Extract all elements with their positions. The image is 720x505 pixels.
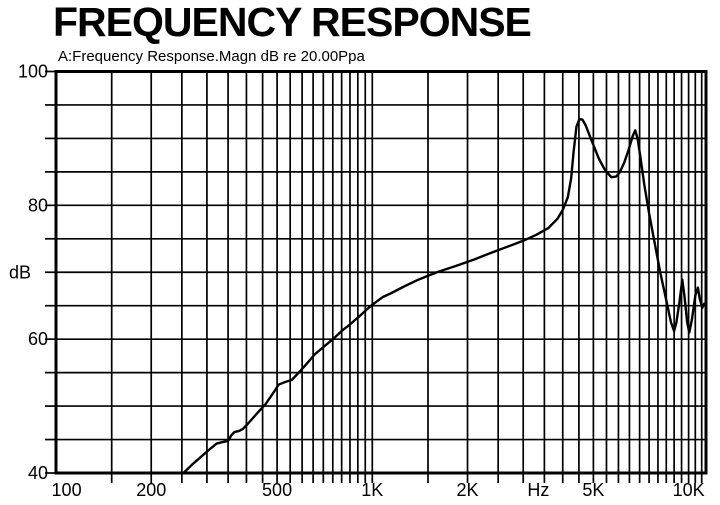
chart-title: FREQUENCY RESPONSE [53, 0, 532, 45]
x-axis-tick-label: 5K [582, 480, 604, 500]
y-axis-unit-label: dB [9, 262, 31, 282]
y-axis-tick-label: 100 [18, 62, 48, 82]
y-axis-tick-label: 80 [28, 195, 48, 215]
x-axis-unit-label: Hz [527, 480, 549, 500]
x-axis-tick-label: 100 [52, 480, 82, 500]
chart-subtitle: A:Frequency Response.Magn dB re 20.00Ppa [58, 48, 365, 65]
y-axis-tick-label: 40 [28, 463, 48, 483]
x-axis-tick-label: 500 [262, 480, 292, 500]
y-axis-tick-label: 60 [28, 329, 48, 349]
x-axis-tick-label: 200 [136, 480, 166, 500]
plot-frame [54, 70, 708, 475]
x-axis-tick-label: 10K [673, 480, 705, 500]
x-axis-tick-label: 1K [361, 480, 383, 500]
x-axis-tick-label: 2K [457, 480, 479, 500]
response-curve [182, 117, 708, 475]
